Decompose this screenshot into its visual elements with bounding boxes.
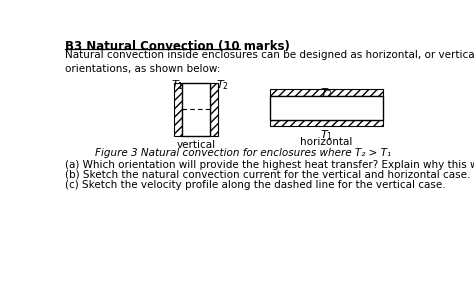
Text: (c) Sketch the velocity profile along the dashed line for the vertical case.: (c) Sketch the velocity profile along th… (65, 180, 446, 190)
Text: $T_1$: $T_1$ (320, 128, 333, 142)
Text: $T_1$: $T_1$ (171, 79, 184, 93)
Text: B3 Natural Convection (10 marks): B3 Natural Convection (10 marks) (65, 40, 290, 53)
Bar (270, 119, 383, 126)
Bar (270, 96, 383, 119)
Bar (182, 83, 210, 136)
Bar (210, 83, 218, 136)
Text: (a) Which orientation will provide the highest heat transfer? Explain why this w: (a) Which orientation will provide the h… (65, 160, 474, 170)
Text: $T_2$: $T_2$ (216, 79, 228, 93)
Text: $T_2$: $T_2$ (320, 86, 333, 100)
Text: (b) Sketch the natural convection current for the vertical and horizontal case.: (b) Sketch the natural convection curren… (65, 170, 471, 180)
Text: horizontal: horizontal (301, 137, 353, 147)
Text: Natural convection inside enclosures can be designed as horizontal, or vertical
: Natural convection inside enclosures can… (65, 50, 474, 74)
Text: Figure 3 Natural convection for enclosures where T₂ > T₁: Figure 3 Natural convection for enclosur… (95, 148, 391, 158)
Bar (174, 83, 182, 136)
Bar (270, 90, 383, 96)
Text: vertical: vertical (176, 140, 216, 150)
